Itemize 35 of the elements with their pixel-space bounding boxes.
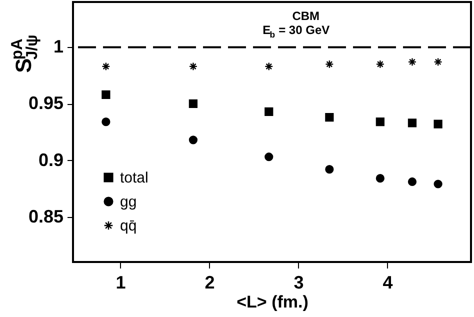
- point: [408, 58, 417, 66]
- y-tick-label: 0.95: [28, 93, 64, 114]
- y-tick-label: 0.9: [38, 150, 64, 170]
- point: [102, 90, 110, 100]
- y-axis-title: SpAJ/ψ: [8, 34, 42, 73]
- point: [376, 60, 384, 68]
- point: [434, 58, 442, 66]
- point: [102, 118, 110, 126]
- legend-label: gg: [120, 194, 137, 210]
- point: [264, 62, 274, 71]
- point: [376, 174, 384, 183]
- x-tick-label: 2: [204, 272, 215, 292]
- point: [434, 120, 442, 128]
- point: [264, 107, 274, 116]
- annotation: CBM: [292, 9, 320, 23]
- x-axis-title: <L> (fm.): [236, 292, 308, 312]
- point: [188, 136, 198, 144]
- x-tick-label: 3: [294, 272, 304, 292]
- point: [434, 180, 442, 188]
- x-tick-label: 4: [382, 272, 393, 292]
- legend-label: qq̄: [120, 218, 137, 234]
- point: [325, 60, 334, 68]
- point: [408, 177, 417, 186]
- point: [188, 99, 198, 108]
- point: [188, 62, 198, 71]
- point: [325, 165, 334, 174]
- x-tick-label: 1: [116, 272, 126, 292]
- y-tick-label: 0.85: [28, 206, 64, 226]
- point: [376, 118, 384, 126]
- point: [408, 118, 417, 128]
- point: [264, 152, 274, 162]
- point: [102, 62, 110, 71]
- point: [325, 112, 334, 122]
- legend-label: total: [120, 170, 148, 186]
- y-tick-label: 1: [53, 36, 64, 57]
